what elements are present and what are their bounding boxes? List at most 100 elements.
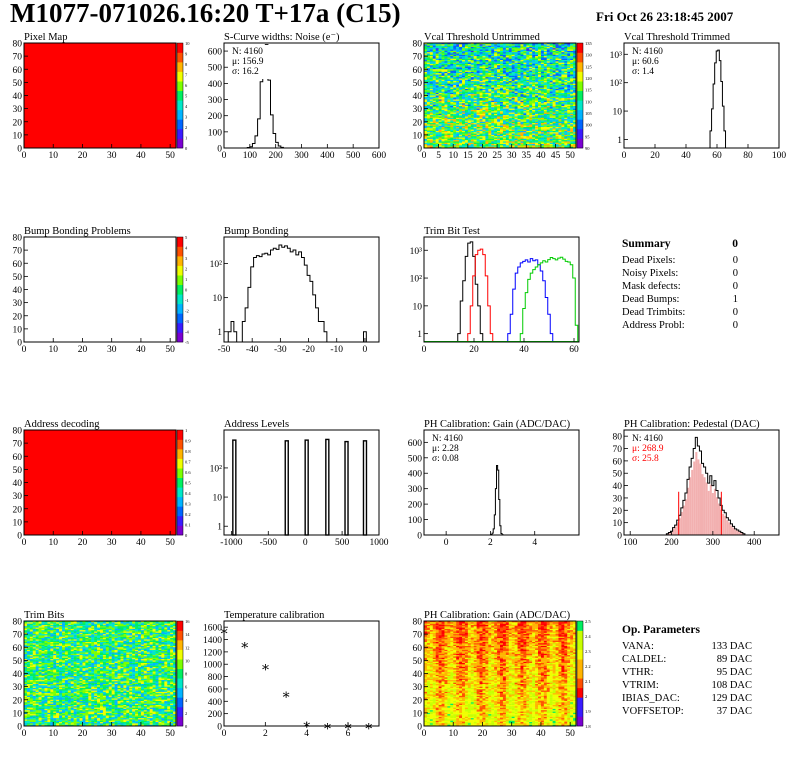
heatmap-cell (514, 95, 518, 98)
heatmap-cell (549, 108, 553, 111)
colorbar-label: 9 (185, 52, 188, 57)
heatmap-cell (479, 108, 483, 111)
heatmap-cell (520, 70, 524, 73)
heatmap-cell (494, 65, 498, 67)
heatmap-cell (435, 61, 439, 63)
heatmap-cell (476, 144, 480, 146)
heatmap-cell (491, 119, 495, 121)
heatmap-cell (517, 69, 521, 71)
heatmap-cell (447, 77, 451, 79)
heatmap-cell (438, 71, 442, 74)
heatmap-cell (508, 117, 512, 120)
heatmap-cell (543, 66, 547, 69)
heatmap-cell (438, 144, 442, 146)
heatmap-cell (444, 52, 448, 54)
heatmap-cell (555, 108, 559, 111)
heatmap-cell (485, 85, 489, 87)
heatmap-cell (132, 624, 136, 627)
heatmap-cell (482, 52, 486, 54)
colorbar-segment (577, 81, 583, 92)
heatmap-cell (459, 62, 463, 65)
heatmap-cell (491, 66, 495, 69)
heatmap-cell (429, 69, 433, 71)
heatmap-cell (470, 117, 474, 120)
heatmap-cell (558, 138, 562, 141)
y-tick-label: 30 (13, 299, 23, 309)
heatmap-cell (488, 137, 492, 140)
heatmap-cell (111, 621, 115, 623)
heatmap-cell (429, 91, 433, 94)
heatmap-cell (438, 58, 442, 61)
heatmap-cell (508, 127, 512, 129)
heatmap-cell (488, 91, 492, 94)
heatmap-cell (97, 621, 101, 623)
heatmap-cell (464, 69, 469, 71)
heatmap-cell (135, 623, 139, 626)
heatmap-cell (549, 103, 553, 105)
heatmap-cell (523, 48, 527, 50)
heatmap-cell (508, 85, 512, 87)
heatmap-cell (462, 98, 466, 100)
heatmap-cell (429, 50, 433, 53)
heatmap-cell (508, 144, 512, 146)
heatmap-cell (520, 56, 524, 58)
heatmap-cell (470, 99, 474, 101)
heatmap-cell (429, 130, 433, 133)
heatmap-cell (526, 82, 530, 84)
heatmap-cell (535, 103, 539, 105)
heatmap-cell (462, 112, 466, 115)
heatmap-cell (535, 45, 539, 48)
heatmap-cell (535, 77, 539, 79)
heatmap-cell (567, 71, 571, 74)
heatmap-cell (514, 136, 518, 138)
heatmap-cell (497, 81, 501, 83)
heatmap-cell (456, 111, 460, 113)
heatmap-cell (558, 74, 562, 77)
heatmap-cell (444, 90, 448, 92)
heatmap-cell (438, 102, 442, 104)
heatmap-cell (470, 69, 474, 71)
heatmap-cell (517, 117, 521, 120)
heatmap-cell (532, 116, 536, 119)
heatmap-cell (555, 123, 559, 125)
heatmap-cell (529, 141, 533, 143)
heatmap-cell (538, 75, 542, 78)
heatmap-cell (444, 77, 448, 79)
heatmap-cell (549, 91, 553, 94)
heatmap-cell (450, 85, 454, 87)
heatmap-cell (505, 121, 509, 124)
heatmap-cell (441, 119, 445, 121)
heatmap-cell (549, 112, 553, 115)
heatmap-cell (482, 44, 486, 46)
heatmap-cell (482, 137, 486, 140)
heatmap-cell (450, 46, 454, 49)
heatmap-cell (444, 136, 448, 138)
heatmap-cell (505, 81, 509, 83)
heatmap-cell (532, 146, 536, 149)
heatmap-cell (426, 56, 431, 58)
heatmap-cell (473, 103, 477, 105)
heatmap-cell (558, 123, 562, 125)
heatmap-cell (570, 49, 574, 52)
heatmap-cell (520, 132, 524, 134)
heatmap-cell (523, 120, 527, 122)
heatmap-cell (529, 82, 533, 84)
heatmap-cell (573, 136, 577, 138)
heatmap-cell (459, 44, 463, 46)
heatmap-cell (453, 115, 457, 117)
heatmap-cell (529, 44, 533, 46)
heatmap-cell (567, 78, 571, 80)
heatmap-cell (552, 82, 556, 84)
heatmap-cell (555, 133, 559, 136)
heatmap-cell (429, 62, 433, 65)
heatmap-cell (511, 119, 515, 121)
heatmap-cell (482, 61, 486, 63)
heatmap-cell (514, 102, 518, 104)
heatmap-cell (482, 81, 486, 83)
heatmap-cell (549, 141, 553, 143)
colorbar-label: 0.2 (185, 512, 191, 517)
heatmap-cell (508, 99, 512, 101)
heatmap-cell (438, 113, 442, 116)
heatmap-cell (497, 137, 501, 140)
heatmap-cell (473, 145, 477, 147)
